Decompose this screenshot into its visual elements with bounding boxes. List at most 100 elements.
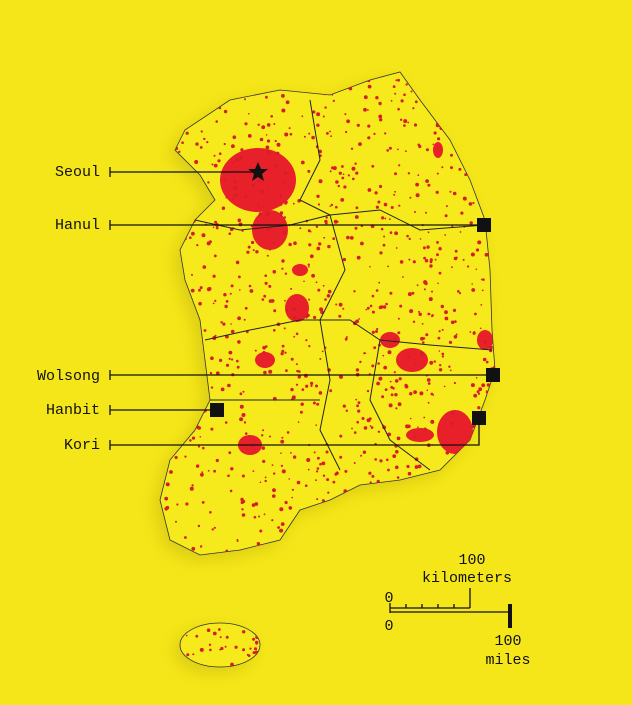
settlement-dot [286,431,290,434]
settlement-dot [402,276,404,278]
settlement-dot [185,634,188,637]
settlement-dot [424,259,429,263]
settlement-dot [313,315,317,320]
settlement-dot [239,404,244,409]
settlement-dot [373,132,376,135]
settlement-dot [354,162,357,165]
settlement-dot [357,401,361,404]
settlement-dot [390,393,394,397]
settlement-dot [469,221,473,225]
settlement-dot [311,135,315,140]
settlement-dot [164,507,168,511]
settlement-dot [200,472,204,477]
settlement-dot [338,171,342,175]
settlement-dot [316,498,319,501]
settlement-dot [284,132,289,137]
settlement-dot [266,227,271,231]
settlement-dot [231,161,234,164]
settlement-dot [326,132,329,135]
settlement-dot [413,390,417,394]
settlement-dot [214,220,218,224]
settlement-dot [255,250,259,254]
settlement-dot [417,143,421,147]
settlement-dot [436,241,439,244]
settlement-dot [377,362,380,365]
settlement-dot [296,480,301,485]
settlement-dot [247,245,251,249]
settlement-dot [219,358,223,362]
settlement-dot [224,304,228,309]
settlement-dot [318,179,323,184]
settlement-dot [436,253,439,257]
settlement-dot [450,421,454,426]
settlement-dot [213,254,217,258]
settlement-dot [420,336,424,341]
settlement-dot [308,345,311,348]
settlement-dot [405,150,407,153]
settlement-dot [378,101,382,106]
settlement-dot [367,109,369,111]
settlement-dot [349,236,354,240]
settlement-dot [460,211,464,215]
settlement-dot [356,255,361,260]
capital-star [248,162,268,181]
settlement-dot [366,389,370,393]
settlement-dot [280,522,285,526]
settlement-dot [329,170,332,173]
settlement-dot [407,172,411,175]
settlement-dot [281,469,286,474]
settlement-dot [371,364,375,368]
settlement-dot [229,292,232,295]
settlement-dot [259,481,262,484]
settlement-dot [186,653,190,657]
settlement-dot [393,193,396,196]
label: Kori [64,437,100,454]
settlement-dot [384,132,387,135]
settlement-dot [393,337,397,342]
settlement-dot [417,464,422,469]
settlement-dot [383,202,388,207]
settlement-dot [305,384,309,388]
settlement-dot [295,332,299,336]
settlement-dot [405,424,410,429]
scale-label: 0 [384,590,393,607]
settlement-dot [239,289,241,291]
settlement-dot [445,205,448,208]
settlement-dot [300,160,305,165]
settlement-dot [416,284,419,287]
settlement-dot [259,189,264,194]
settlement-dot [254,502,259,506]
settlement-dot [291,395,296,400]
settlement-dot [340,198,345,202]
settlement-dot [316,470,319,473]
settlement-dot [342,173,345,175]
settlement-dot [392,387,395,390]
settlement-dot [387,350,392,355]
scale-label: miles [485,652,530,669]
settlement-dot [429,258,433,262]
settlement-dot [231,358,234,361]
settlement-dot [394,92,397,95]
settlement-dot [423,416,426,419]
settlement-dot [212,631,217,636]
settlement-dot [233,186,238,190]
settlement-dot [448,365,451,368]
settlement-dot [389,291,393,295]
settlement-dot [476,390,480,394]
settlement-dot [342,257,347,262]
settlement-dot [222,322,226,326]
settlement-dot [380,227,384,231]
label: Seoul [55,164,100,181]
scale-label: 0 [384,618,393,635]
settlement-dot [417,426,419,429]
settlement-dot [265,211,270,216]
settlement-dot [191,436,196,440]
scale-label: 100 [458,552,485,569]
label: Hanbit [46,402,100,419]
settlement-dot [470,252,475,257]
settlement-dot [235,260,240,265]
settlement-dot [213,526,216,529]
settlement-dot [439,364,442,367]
settlement-dot [251,183,256,188]
settlement-dot [255,642,258,645]
